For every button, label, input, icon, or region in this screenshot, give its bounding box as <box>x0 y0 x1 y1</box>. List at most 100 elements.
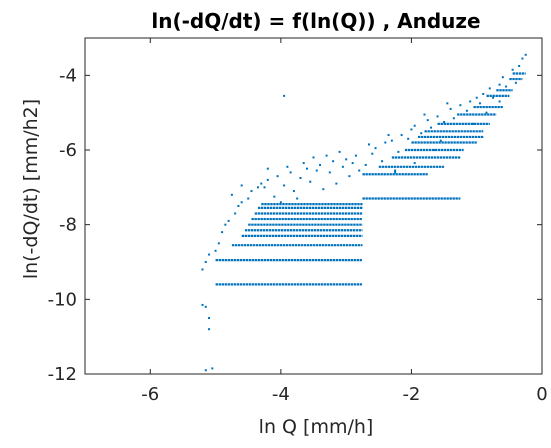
axes-box <box>84 37 543 375</box>
y-tick-label-1: -10 <box>48 289 77 310</box>
data-point-73 <box>488 87 491 90</box>
data-point-54 <box>384 141 387 144</box>
data-point-30 <box>315 169 318 172</box>
data-point-9 <box>214 249 217 252</box>
data-point-10 <box>217 242 220 245</box>
data-point-60 <box>420 132 423 135</box>
data-point-55 <box>390 139 393 142</box>
data-point-99 <box>446 102 449 105</box>
data-point-19 <box>257 186 260 189</box>
data-point-35 <box>335 182 338 185</box>
data-point-39 <box>351 162 354 165</box>
data-point-11 <box>221 231 224 234</box>
y-tick-label-3: -6 <box>59 140 77 161</box>
data-point-29 <box>309 180 312 183</box>
data-point-85 <box>472 122 475 125</box>
data-point-66 <box>452 117 455 120</box>
data-point-42 <box>240 184 243 187</box>
data-point-45 <box>312 156 315 159</box>
data-point-86 <box>485 111 488 114</box>
data-point-44 <box>286 165 289 168</box>
y-axis-label: ln(-dQ/dt) [mm/h2] <box>20 99 42 279</box>
data-point-70 <box>475 96 478 99</box>
data-point-33 <box>328 171 331 174</box>
data-point-78 <box>511 68 514 71</box>
data-point-94 <box>338 150 341 153</box>
data-point-63 <box>436 115 439 118</box>
y-tick-label-2: -8 <box>59 215 77 236</box>
data-point-36 <box>341 165 344 168</box>
data-point-88 <box>413 162 416 165</box>
data-point-77 <box>505 85 508 88</box>
data-point-1 <box>204 305 207 308</box>
data-point-79 <box>518 65 521 67</box>
data-point-6 <box>201 268 204 271</box>
data-point-4 <box>204 369 207 372</box>
y-tick-label-4: -4 <box>59 65 77 86</box>
data-point-80 <box>521 57 524 60</box>
data-point-27 <box>299 177 302 179</box>
data-point-34 <box>332 160 335 163</box>
data-point-13 <box>227 219 230 222</box>
data-point-75 <box>498 83 501 86</box>
data-point-41 <box>358 169 361 172</box>
x-tick-label-1: -4 <box>272 384 290 405</box>
data-point-47 <box>230 193 233 196</box>
data-point-91 <box>394 169 397 172</box>
plot-area <box>201 53 527 372</box>
x-tick-label-0: -6 <box>141 384 159 405</box>
data-point-14 <box>234 212 237 215</box>
data-point-82 <box>514 81 517 84</box>
data-point-96 <box>387 134 390 137</box>
data-point-38 <box>348 175 351 178</box>
data-point-20 <box>260 182 263 185</box>
data-point-72 <box>482 93 485 95</box>
data-point-69 <box>469 100 472 103</box>
data-point-12 <box>224 223 227 226</box>
data-point-92 <box>263 186 266 189</box>
data-point-95 <box>367 143 370 146</box>
data-point-56 <box>397 150 400 153</box>
data-point-8 <box>208 253 211 256</box>
y-tick-label-0: -12 <box>48 364 77 385</box>
data-point-26 <box>292 190 295 193</box>
data-point-74 <box>492 96 495 99</box>
data-point-0 <box>201 303 204 306</box>
data-point-21 <box>266 178 269 181</box>
data-point-7 <box>204 261 207 263</box>
data-point-46 <box>325 154 328 157</box>
data-point-83 <box>498 100 501 103</box>
data-point-16 <box>240 201 243 204</box>
data-point-65 <box>449 107 452 110</box>
data-point-3 <box>208 328 211 331</box>
data-point-5 <box>211 367 214 370</box>
data-point-59 <box>413 124 416 127</box>
data-point-17 <box>247 197 250 200</box>
data-point-84 <box>439 139 442 142</box>
data-point-43 <box>266 167 269 170</box>
x-tick-label-2: -2 <box>402 384 420 405</box>
data-point-25 <box>289 171 292 174</box>
axes: -6 -4 -2 0 -12 -10 -8 -6 -4 <box>48 37 548 405</box>
data-point-76 <box>501 76 504 79</box>
data-point-32 <box>322 188 325 191</box>
data-point-53 <box>381 160 384 163</box>
data-point-24 <box>283 184 286 187</box>
data-point-52 <box>374 147 377 150</box>
data-point-50 <box>364 163 367 166</box>
data-point-87 <box>394 171 397 174</box>
data-point-22 <box>273 195 276 198</box>
data-point-48 <box>279 201 282 204</box>
data-point-67 <box>459 104 462 107</box>
data-point-97 <box>410 128 413 131</box>
data-point-2 <box>208 317 211 319</box>
chart-title: ln(-dQ/dt) = f(ln(Q)) , Anduze <box>151 9 480 33</box>
x-axis-label: ln Q [mm/h] <box>259 416 374 438</box>
data-point-18 <box>250 190 253 193</box>
data-point-89 <box>433 149 436 151</box>
data-point-23 <box>276 175 279 178</box>
data-point-15 <box>237 205 240 207</box>
